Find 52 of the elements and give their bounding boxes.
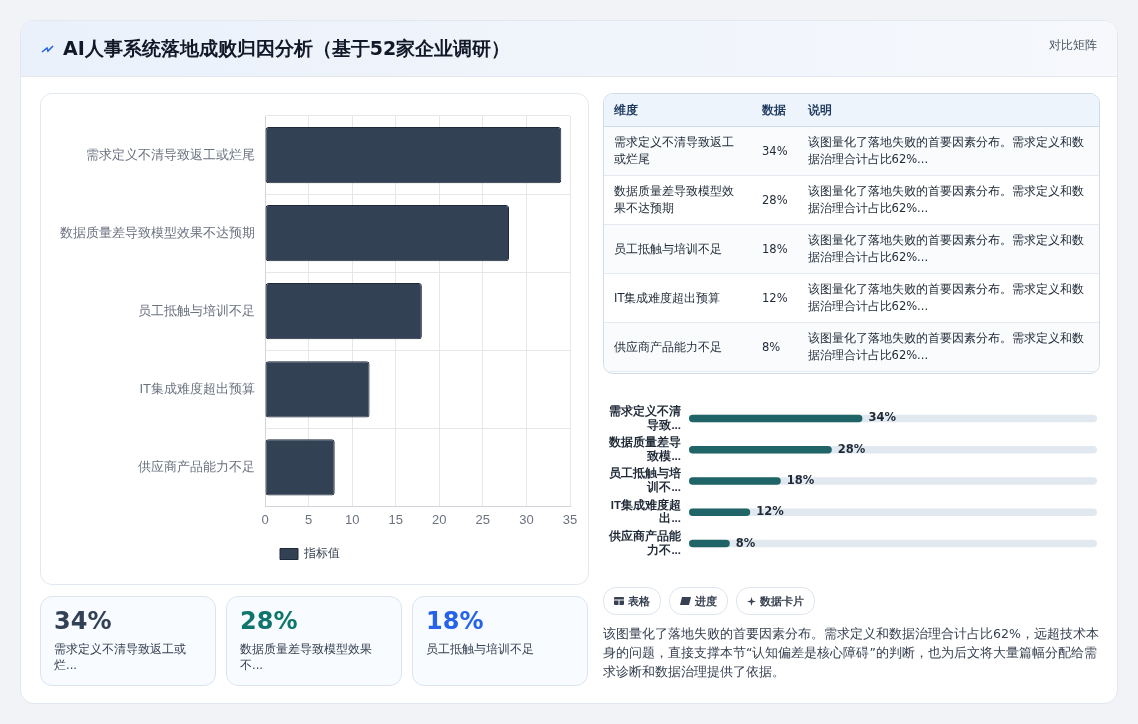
- y-tick-label: IT集成难度超出预算: [139, 380, 255, 396]
- data-label: 18%: [786, 472, 815, 487]
- text: 表格: [628, 593, 650, 609]
- text: 该图量化了落地失败的首要因素分布。需求定义和数据治理合计占比62%...: [797, 322, 1099, 372]
- x-tick-label: 15: [388, 511, 403, 527]
- text: 该图量化了落地失败的首要因素分布。需求定义和数据治理合计占比62%...: [797, 175, 1099, 225]
- x-tick-label: 20: [432, 511, 447, 527]
- y-tick-label: 数据质量差导致模型效果不达预期: [60, 224, 255, 240]
- y-tick-label: 员工抵触与培训不足: [138, 302, 255, 318]
- chart-title: AI人事系统落地成败归因分析（基于52家企业调研）: [63, 36, 511, 61]
- x-tick-label: 30: [519, 511, 534, 527]
- text: 8%: [762, 339, 781, 354]
- x-tick-label: 10: [344, 511, 360, 527]
- data-label: 34%: [868, 410, 897, 425]
- text: 12%: [762, 290, 788, 305]
- bar: [689, 508, 751, 517]
- bar: [689, 539, 730, 548]
- y-tick-label: 供应商产品能力不...: [608, 528, 681, 556]
- text: 18%: [762, 241, 788, 256]
- text: 28%: [240, 607, 298, 635]
- text: 该图量化了落地失败的首要因素分布。需求定义和数据治理合计占比62%...: [797, 126, 1099, 176]
- bar: [689, 477, 781, 485]
- x-tick-label: 25: [475, 511, 491, 527]
- text: 数据卡片: [760, 593, 804, 609]
- y-tick-label: 员工抵触与培训不...: [609, 466, 681, 494]
- x-tick-label: 35: [562, 511, 578, 527]
- text: 该图量化了落地失败的首要因素分布。需求定义和数据治理合计占比62%...: [797, 224, 1099, 274]
- data-label: 12%: [756, 504, 785, 519]
- text: 34%: [762, 143, 788, 158]
- y-tick-label: IT集成难度超出...: [610, 497, 681, 525]
- category-label: 数据质量差导致模型效果不...: [240, 641, 373, 673]
- y-tick-label: 供应商产品能力不足: [138, 458, 255, 474]
- x-tick-label: 5: [304, 511, 313, 527]
- y-tick-label: 需求定义不清导致...: [609, 403, 681, 432]
- text: 34%: [54, 607, 112, 635]
- text: 数据: [752, 94, 798, 127]
- text: 18%: [426, 607, 484, 635]
- text: 说明: [797, 94, 1099, 127]
- text: 对比矩阵: [1049, 37, 1097, 54]
- data-label: 8%: [735, 535, 756, 550]
- data-label: 28%: [837, 441, 866, 456]
- text: 28%: [762, 192, 788, 207]
- x-tick-label: 0: [261, 511, 269, 527]
- category-label: 需求定义不清导致返工或烂...: [54, 641, 187, 673]
- category-label: 员工抵触与培训不足: [426, 641, 535, 657]
- text: 进度: [695, 593, 717, 609]
- legend-label: 指标值: [303, 546, 340, 561]
- text: 该图量化了落地失败的首要因素分布。需求定义和数据治理合计占比62%，远超技术本身的问题，直接支撑本节“认知偏差是核心障碍”的判断，也为后文将大量篇幅分配给需求诊断和数据治理提供了依据。: [603, 625, 1100, 681]
- text: 维度: [604, 94, 752, 127]
- text: 该图量化了落地失败的首要因素分布。需求定义和数据治理合计占比62%...: [797, 273, 1099, 323]
- y-tick-label: 需求定义不清导致返工或烂尾: [86, 146, 255, 162]
- y-tick-label: 数据质量差导致模...: [608, 434, 681, 462]
